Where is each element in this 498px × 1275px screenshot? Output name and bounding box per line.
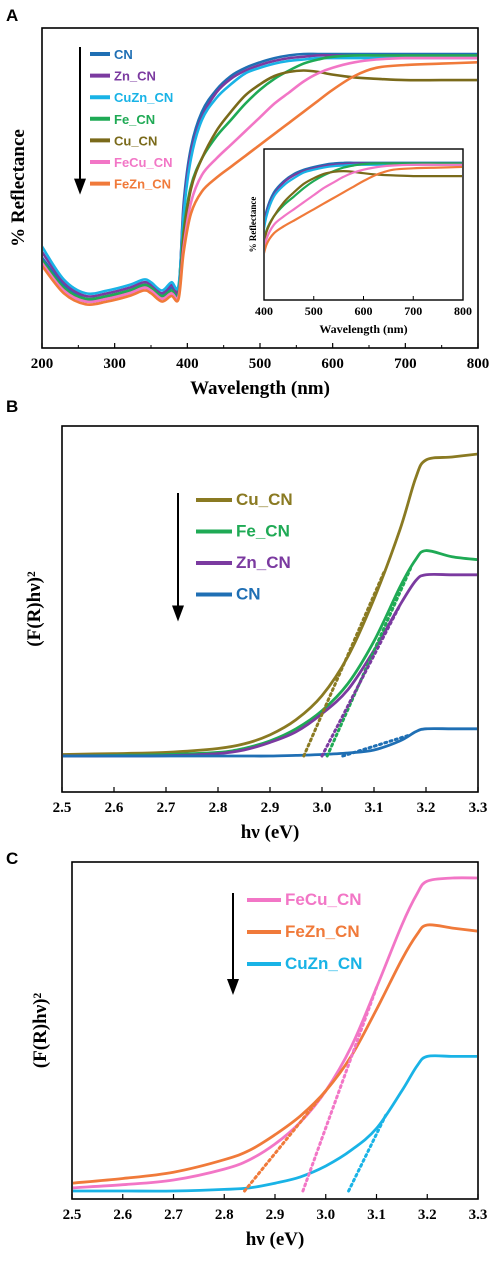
x-tick-label: 500 bbox=[249, 356, 272, 372]
legend-entry: CN bbox=[114, 47, 133, 62]
x-tick-label: 2.5 bbox=[63, 1207, 82, 1223]
x-tick-label: 3.0 bbox=[316, 1207, 335, 1223]
plot-frame bbox=[71, 861, 479, 1200]
inset-series-line bbox=[265, 169, 462, 244]
legend-entry: FeCu_CN bbox=[114, 155, 173, 170]
x-tick-label: 3.3 bbox=[469, 800, 488, 816]
x-tick-label: 3.3 bbox=[469, 1207, 488, 1223]
series-line bbox=[43, 56, 477, 304]
inset-x-axis-label: Wavelength (nm) bbox=[319, 322, 407, 336]
x-tick-label: 300 bbox=[103, 356, 126, 372]
legend-entry: CN bbox=[236, 585, 261, 604]
legend-entry: FeZn_CN bbox=[114, 177, 171, 192]
tangent-line bbox=[301, 986, 378, 1193]
inset-x-tick-label: 400 bbox=[255, 304, 273, 318]
legend-arrow-head bbox=[172, 605, 184, 622]
panel-B: B 2.5 2.6 2.7 2.8 2.9 3.0 3.1 3.2 3.3 hν (eV) (F(R)… bbox=[6, 397, 487, 843]
legend-entry: CuZn_CN bbox=[114, 90, 173, 105]
inset-x-tick-label: 600 bbox=[355, 304, 373, 318]
series-group bbox=[73, 876, 477, 1193]
x-tick-label: 400 bbox=[176, 356, 199, 372]
tangent-line bbox=[302, 569, 386, 758]
legend-arrow-head bbox=[227, 979, 239, 995]
legend-entry: Cu_CN bbox=[114, 133, 157, 148]
panel-A: A 200 300 400 500 600 700 800 Wavelength (nm) % R… bbox=[6, 6, 489, 399]
series-line bbox=[43, 56, 477, 296]
inset-series-line bbox=[265, 165, 462, 254]
panel-C: C 2.5 2.6 2.7 2.8 2.9 3.0 3.1 3.2 3.3 hν (eV) (F(R)… bbox=[6, 849, 487, 1250]
x-tick-label: 2.5 bbox=[53, 800, 72, 816]
inset-frame bbox=[263, 148, 464, 301]
x-axis-label: hν (eV) bbox=[241, 822, 300, 843]
tangent-line bbox=[243, 1089, 328, 1193]
x-tick-label: 2.8 bbox=[209, 800, 228, 816]
tangent-line bbox=[320, 603, 402, 758]
panel-label: B bbox=[6, 397, 18, 416]
y-axis-label: % Reflectance bbox=[8, 129, 29, 247]
panel-label: C bbox=[6, 849, 18, 868]
inset-y-axis-label: % Reflectance bbox=[248, 197, 258, 253]
legend-entry: FeZn_CN bbox=[285, 922, 360, 941]
x-axis-label: Wavelength (nm) bbox=[190, 378, 330, 399]
inset-chart: 400 500 600 700 800 Wavelength (nm) % Reflecta… bbox=[248, 148, 472, 336]
legend-entry: Zn_CN bbox=[114, 69, 156, 84]
legend-arrow-head bbox=[74, 178, 86, 195]
inset-x-tick-label: 700 bbox=[404, 304, 422, 318]
x-tick-label: 3.2 bbox=[418, 1207, 437, 1223]
y-axis-label: (F(R)hν)² bbox=[24, 571, 45, 647]
series-group bbox=[43, 52, 477, 306]
y-axis-label: (F(R)hν)² bbox=[30, 993, 51, 1069]
inset-x-tick-label: 500 bbox=[305, 304, 323, 318]
legend-entry: Cu_CN bbox=[236, 490, 293, 509]
x-axis-label: hν (eV) bbox=[246, 1229, 305, 1250]
series-line bbox=[63, 452, 477, 756]
x-tick-label: 2.6 bbox=[105, 800, 124, 816]
x-tick-label: 800 bbox=[467, 356, 490, 372]
tangent-line bbox=[341, 733, 412, 758]
x-tick-label: 200 bbox=[31, 356, 54, 372]
legend-entry: Fe_CN bbox=[236, 522, 290, 541]
x-tick-label: 2.9 bbox=[261, 800, 280, 816]
x-tick-label: 2.9 bbox=[266, 1207, 285, 1223]
x-tick-label: 700 bbox=[394, 356, 417, 372]
x-tick-label: 2.6 bbox=[113, 1207, 132, 1223]
x-tick-label: 3.1 bbox=[365, 800, 384, 816]
tangent-line bbox=[347, 1111, 389, 1193]
series-line bbox=[73, 876, 477, 1190]
x-tick-label: 3.0 bbox=[313, 800, 332, 816]
legend-entry: Zn_CN bbox=[236, 553, 291, 572]
series-line bbox=[73, 1054, 477, 1193]
x-tick-label: 3.2 bbox=[417, 800, 436, 816]
x-tick-label: 2.7 bbox=[164, 1207, 183, 1223]
legend-entry: Fe_CN bbox=[114, 112, 155, 127]
inset-x-tick-label: 800 bbox=[454, 304, 472, 318]
inset-series-line bbox=[265, 163, 462, 250]
legend-entry: FeCu_CN bbox=[285, 890, 362, 909]
x-tick-label: 600 bbox=[321, 356, 344, 372]
x-tick-label: 2.8 bbox=[215, 1207, 234, 1223]
series-group bbox=[63, 452, 477, 758]
x-tick-label: 2.7 bbox=[157, 800, 176, 816]
series-line bbox=[63, 572, 477, 758]
panel-label: A bbox=[6, 6, 18, 25]
inset-series-group bbox=[265, 161, 462, 254]
series-line bbox=[43, 53, 477, 301]
x-tick-label: 3.1 bbox=[367, 1207, 386, 1223]
legend-entry: CuZn_CN bbox=[285, 954, 362, 973]
series-line bbox=[43, 61, 477, 306]
